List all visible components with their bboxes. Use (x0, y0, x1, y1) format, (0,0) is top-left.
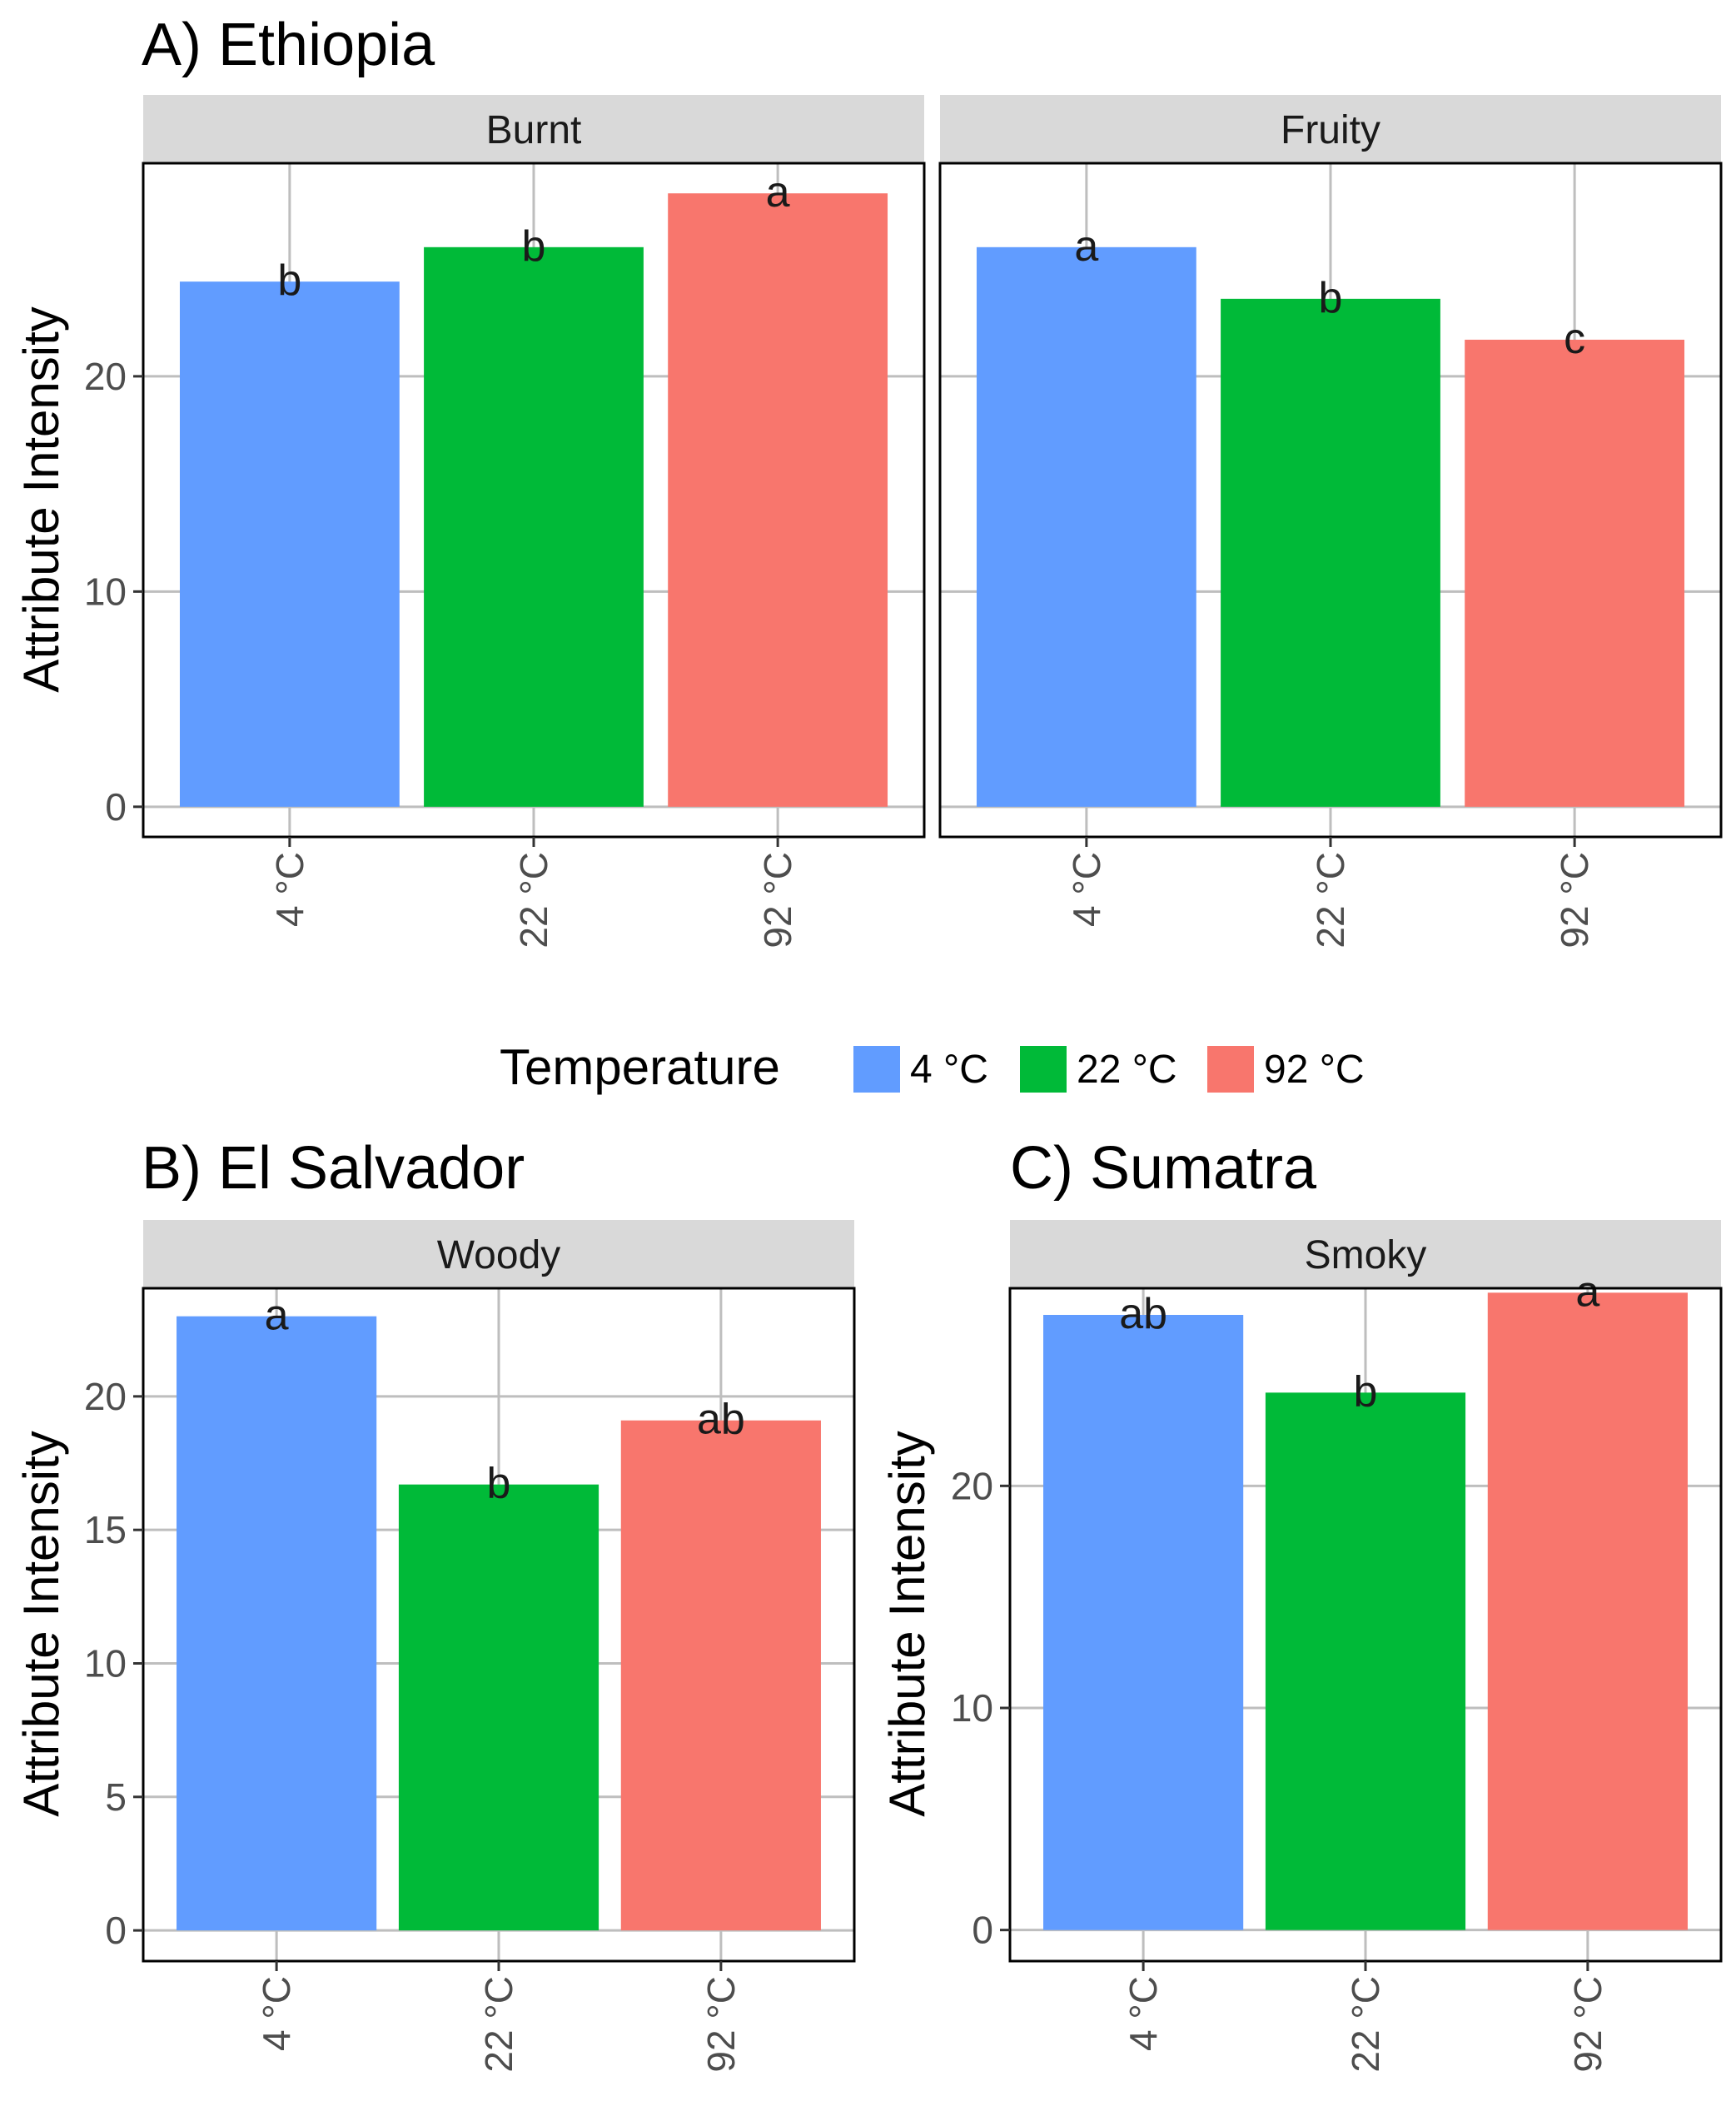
sig-letter-smoky-22-c: b (1354, 1367, 1378, 1416)
bar-woody-22-c (398, 1484, 599, 1931)
bar-fruity-4-c (976, 246, 1196, 807)
sig-letter-burnt-4-c: b (277, 256, 301, 305)
strip-smoky (1010, 1220, 1721, 1288)
legend-label-92c: 92 °C (1264, 1048, 1365, 1092)
panel-sumatra: C) Sumatra Attribute Intensity Smoky ab b a… (879, 1135, 1723, 2073)
sig-letter-fruity-22-c: b (1319, 274, 1343, 322)
facet-smoky: Smoky ab b a 0 10 20 4 °C 22 °C 92 °C (951, 1220, 1723, 2073)
bar-burnt-4-c (179, 281, 400, 807)
bar-woody-92-c (620, 1420, 821, 1931)
bar-smoky-92-c (1487, 1292, 1688, 1930)
bar-smoky-4-c (1043, 1315, 1244, 1930)
x-tick-label-22-c: 22 °C (1309, 852, 1352, 948)
y-tick-label-10: 10 (84, 570, 127, 613)
y-tick-label-0: 0 (105, 785, 127, 829)
x-tick-label-92-c: 92 °C (1553, 852, 1596, 948)
strip-label-burnt: Burnt (486, 108, 582, 152)
legend-label-22c: 22 °C (1077, 1048, 1177, 1092)
legend: Temperature 4 °C 22 °C 92 °C (500, 1039, 1365, 1095)
y-tick-label-20: 20 (84, 1375, 127, 1418)
x-tick-label-4-c: 4 °C (1122, 1976, 1165, 2051)
x-tick-label-22-c: 22 °C (477, 1976, 520, 2073)
bar-burnt-92-c (668, 193, 888, 807)
strip-fruity (940, 95, 1721, 163)
strip-label-fruity: Fruity (1281, 108, 1380, 152)
sig-letter-burnt-22-c: b (522, 222, 546, 271)
y-tick-label-5: 5 (105, 1775, 127, 1819)
bar-fruity-92-c (1465, 339, 1685, 807)
legend-key-92c (1207, 1046, 1254, 1093)
y-tick-label-20: 20 (951, 1464, 993, 1507)
facet-fruity: Fruity a b c 4 °C 22 °C 92 °C (938, 95, 1723, 948)
x-tick-label-4-c: 4 °C (255, 1976, 298, 2051)
strip-woody (143, 1220, 854, 1288)
sig-letter-smoky-4-c: ab (1119, 1290, 1167, 1338)
y-axis-title-ethiopia: Attribute Intensity (13, 306, 69, 693)
y-tick-label-0: 0 (105, 1909, 127, 1952)
strip-burnt (143, 95, 924, 163)
panel-title-ethiopia: A) Ethiopia (142, 12, 435, 78)
panel-ethiopia: A) Ethiopia Attribute Intensity Burnt b b a… (13, 12, 1723, 948)
y-axis-title-el-salvador: Attribute Intensity (13, 1431, 69, 1817)
bar-woody-4-c (177, 1316, 377, 1931)
legend-title: Temperature (500, 1039, 780, 1095)
legend-label-4c: 4 °C (910, 1048, 988, 1092)
strip-label-woody: Woody (437, 1233, 561, 1277)
y-tick-label-10: 10 (951, 1686, 993, 1730)
x-tick-label-92-c: 92 °C (699, 1976, 743, 2073)
y-tick-label-10: 10 (84, 1641, 127, 1685)
x-tick-label-22-c: 22 °C (512, 852, 555, 948)
x-tick-label-4-c: 4 °C (1065, 852, 1108, 927)
x-tick-label-92-c: 92 °C (1566, 1976, 1609, 2073)
sig-letter-woody-4-c: a (265, 1292, 289, 1340)
x-tick-label-4-c: 4 °C (268, 852, 311, 927)
bar-smoky-22-c (1265, 1392, 1466, 1930)
panel-title-sumatra: C) Sumatra (1010, 1135, 1317, 1202)
x-tick-label-22-c: 22 °C (1344, 1976, 1387, 2073)
panel-el-salvador: B) El Salvador Attribute Intensity Woody… (13, 1135, 856, 2073)
sig-letter-burnt-92-c: a (766, 168, 790, 217)
y-tick-label-0: 0 (972, 1909, 993, 1952)
y-axis-title-sumatra: Attribute Intensity (879, 1431, 935, 1817)
panel-title-el-salvador: B) El Salvador (142, 1135, 525, 1202)
x-tick-label-92-c: 92 °C (756, 852, 799, 948)
sig-letter-smoky-92-c: a (1575, 1267, 1599, 1316)
bar-fruity-22-c (1221, 298, 1440, 807)
bar-burnt-22-c (424, 246, 644, 807)
legend-key-22c (1020, 1046, 1067, 1093)
sig-letter-woody-92-c: ab (697, 1396, 745, 1444)
facet-burnt: Burnt b b a 0 10 20 4 °C 22 °C 92 °C (84, 95, 926, 948)
legend-key-4c (853, 1046, 900, 1093)
sig-letter-woody-22-c: b (487, 1460, 511, 1508)
y-tick-label-20: 20 (84, 355, 127, 398)
sig-letter-fruity-92-c: c (1564, 315, 1585, 363)
sig-letter-fruity-4-c: a (1074, 222, 1098, 271)
strip-label-smoky: Smoky (1305, 1233, 1427, 1277)
y-tick-label-15: 15 (84, 1508, 127, 1551)
